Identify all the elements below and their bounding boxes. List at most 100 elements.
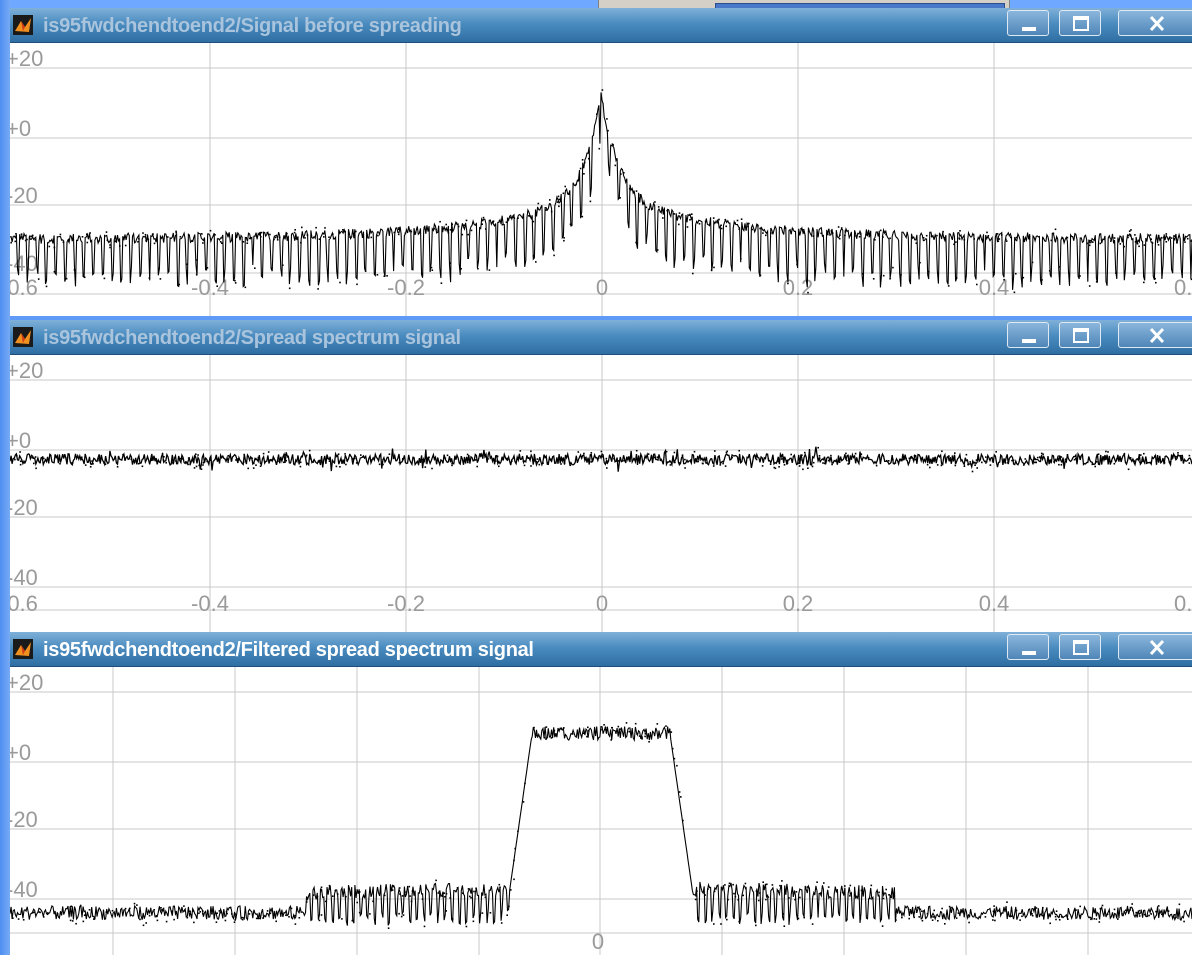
spectrum-dot — [879, 229, 882, 232]
spectrum-dot — [1095, 918, 1098, 920]
spectrum-dot — [865, 234, 867, 236]
spectrum-dot — [929, 466, 931, 469]
maximize-button[interactable] — [1059, 322, 1101, 348]
spectrum-dot — [505, 221, 508, 223]
spectrum-dot — [299, 465, 302, 468]
x-tick-label: 0.4 — [979, 591, 1010, 616]
spectrum-dot — [778, 466, 780, 468]
maximize-icon — [1073, 640, 1089, 655]
spectrum-dot — [1127, 468, 1130, 471]
minimize-button[interactable] — [1007, 10, 1049, 36]
minimize-button[interactable] — [1007, 322, 1049, 348]
spectrum-dot — [705, 462, 708, 464]
spectrum-dot — [968, 921, 970, 924]
spectrum-dot — [724, 884, 726, 886]
spectrum-dot — [84, 464, 87, 466]
spectrum-dot — [543, 736, 546, 739]
spectrum-dot — [697, 460, 699, 463]
spectrum-dot — [1151, 242, 1154, 244]
spectrum-dot — [846, 918, 848, 921]
spectrum-dot — [558, 198, 560, 201]
spectrum-dot — [995, 451, 997, 453]
spectrum-dot — [1121, 913, 1123, 915]
minimize-button[interactable] — [1007, 634, 1049, 660]
spectrum-dot — [910, 457, 913, 459]
spectrum-dot — [135, 461, 138, 464]
spectrum-dot — [1095, 461, 1098, 463]
spectrum-dot — [362, 456, 364, 458]
spectrum-dot — [680, 796, 682, 798]
plot-area[interactable]: +20 +0 -20 -40 0 — [10, 667, 1192, 955]
spectrum-dot — [644, 735, 646, 738]
spectrum-dot — [860, 453, 863, 455]
spectrum-dot — [475, 223, 477, 225]
spectrum-dot — [59, 462, 61, 465]
spectrum-dot — [34, 239, 37, 241]
window-titlebar[interactable]: is95fwdchendtoend2/Filtered spread spect… — [10, 632, 1192, 667]
spectrum-dots — [12, 722, 1185, 929]
spectrum-dot — [967, 463, 969, 466]
plot-window-spread-spectrum[interactable]: is95fwdchendtoend2/Spread spectrum signa… — [10, 320, 1192, 632]
spectrum-dot — [849, 895, 851, 897]
y-tick-label: -20 — [10, 183, 38, 208]
spectrum-dot — [234, 282, 237, 284]
plot-area[interactable]: +20+0-20-40-0.6-0.4-0.200.20.40.6 — [10, 355, 1192, 632]
spectrum-dot — [306, 234, 309, 236]
window-titlebar[interactable]: is95fwdchendtoend2/Spread spectrum signa… — [10, 320, 1192, 355]
spectrum-dot — [1021, 915, 1023, 918]
spectrum-dot — [1001, 234, 1003, 236]
spectrum-dot — [500, 922, 503, 924]
plot-window-filtered-spread-spectrum[interactable]: is95fwdchendtoend2/Filtered spread spect… — [10, 632, 1192, 955]
spectrum-dot — [325, 900, 327, 903]
spectrum-dot — [79, 904, 82, 907]
spectrum-dot — [890, 896, 893, 898]
maximize-button[interactable] — [1059, 10, 1101, 36]
spectrum-dot — [697, 917, 699, 919]
spectrum-dot — [513, 878, 515, 881]
spectrum-dot — [783, 464, 786, 466]
spectrum-plot[interactable]: +20 +0 -20 -40 0 — [10, 667, 1192, 955]
close-button[interactable] — [1118, 634, 1192, 660]
spectrum-dot — [692, 272, 694, 275]
spectrum-dot — [707, 888, 709, 890]
spectrum-plot[interactable]: +20+0-20-40-0.6-0.4-0.200.20.40.6 — [10, 43, 1192, 316]
spectrum-dot — [1011, 459, 1013, 462]
spectrum-dot — [496, 455, 499, 458]
spectrum-dot — [536, 458, 539, 460]
plot-window-signal-before-spreading[interactable]: is95fwdchendtoend2/Signal before spreadi… — [10, 8, 1192, 316]
spectrum-dot — [661, 209, 664, 211]
spectrum-dot — [53, 270, 56, 273]
spectrum-dot — [145, 922, 147, 924]
spectrum-dot — [109, 244, 111, 246]
spectrum-dot — [804, 451, 806, 454]
spectrum-dot — [68, 238, 70, 241]
close-icon — [1149, 327, 1165, 344]
spectrum-dot — [449, 262, 452, 264]
close-button[interactable] — [1118, 10, 1192, 36]
spectrum-dot — [937, 920, 939, 922]
spectrum-plot[interactable]: +20+0-20-40-0.6-0.4-0.200.20.40.6 — [10, 355, 1192, 632]
spectrum-dot — [499, 886, 501, 889]
spectrum-dot — [951, 237, 953, 239]
spectrum-dot — [1019, 919, 1021, 921]
maximize-button[interactable] — [1059, 634, 1101, 660]
spectrum-dot — [14, 240, 17, 243]
spectrum-dot — [398, 912, 400, 915]
spectrum-dot — [405, 891, 408, 893]
spectrum-dot — [600, 728, 602, 731]
plot-area[interactable]: +20+0-20-40-0.6-0.4-0.200.20.40.6 — [10, 43, 1192, 316]
spectrum-dot — [401, 895, 404, 897]
spectrum-dot — [142, 924, 145, 927]
spectrum-dot — [704, 220, 707, 223]
spectrum-dot — [150, 459, 153, 462]
spectrum-dot — [715, 461, 718, 464]
spectrum-dot — [305, 455, 307, 458]
spectrum-dot — [165, 462, 167, 464]
spectrum-dot — [693, 450, 696, 453]
spectrum-dot — [260, 231, 263, 234]
window-titlebar[interactable]: is95fwdchendtoend2/Signal before spreadi… — [10, 8, 1192, 43]
spectrum-dot — [1133, 460, 1136, 463]
spectrum-dot — [673, 213, 676, 215]
spectrum-dot — [586, 735, 588, 738]
close-button[interactable] — [1118, 322, 1192, 348]
